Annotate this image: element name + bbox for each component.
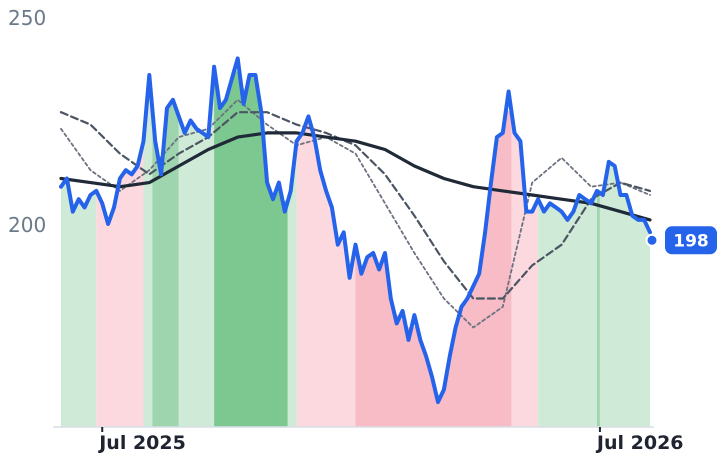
regime-band — [96, 141, 144, 427]
regime-band — [143, 91, 153, 427]
x-axis: Jul 2025 Jul 2026 — [97, 427, 684, 454]
regime-band — [61, 179, 97, 427]
x-tick-label: Jul 2026 — [595, 432, 684, 454]
regime-band — [287, 141, 297, 427]
regime-band — [214, 66, 288, 427]
last-value-label: 198 — [673, 231, 709, 251]
x-tick-label: Jul 2025 — [97, 432, 186, 454]
regime-band — [597, 190, 600, 427]
last-value-dot — [645, 233, 659, 247]
regime-band — [296, 119, 356, 428]
last-value-badge — [665, 226, 717, 255]
y-tick-label: 250 — [8, 6, 46, 30]
regime-band — [538, 190, 597, 427]
regime-band — [599, 163, 650, 427]
y-tick-label: 200 — [8, 213, 46, 237]
ma-long-line — [59, 131, 652, 222]
regime-band — [355, 110, 512, 427]
y-axis: 250 200 — [8, 6, 46, 237]
series-lines — [59, 56, 652, 404]
price-line — [59, 56, 652, 404]
last-value-marker: 198 — [645, 226, 717, 255]
regime-band — [511, 112, 539, 427]
regime-bands — [61, 66, 650, 428]
regime-band — [152, 103, 179, 428]
regime-band — [178, 66, 215, 427]
